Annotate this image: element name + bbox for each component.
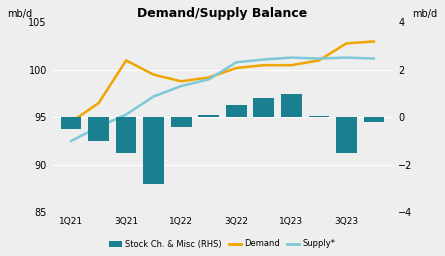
Text: mb/d: mb/d (413, 9, 437, 19)
Bar (61, 117, 81, 129)
Text: mb/d: mb/d (8, 9, 32, 19)
Bar (226, 105, 247, 117)
Bar (364, 117, 384, 122)
Bar (171, 117, 191, 127)
Bar (88, 117, 109, 141)
Title: Demand/Supply Balance: Demand/Supply Balance (138, 7, 307, 20)
Bar (116, 117, 137, 153)
Bar (198, 115, 219, 117)
Bar (254, 98, 274, 117)
Bar (308, 116, 329, 117)
Bar (336, 117, 357, 153)
Bar (143, 117, 164, 184)
Legend: Stock Ch. & Misc (RHS), Demand, Supply*: Stock Ch. & Misc (RHS), Demand, Supply* (106, 236, 339, 252)
Bar (281, 94, 302, 117)
